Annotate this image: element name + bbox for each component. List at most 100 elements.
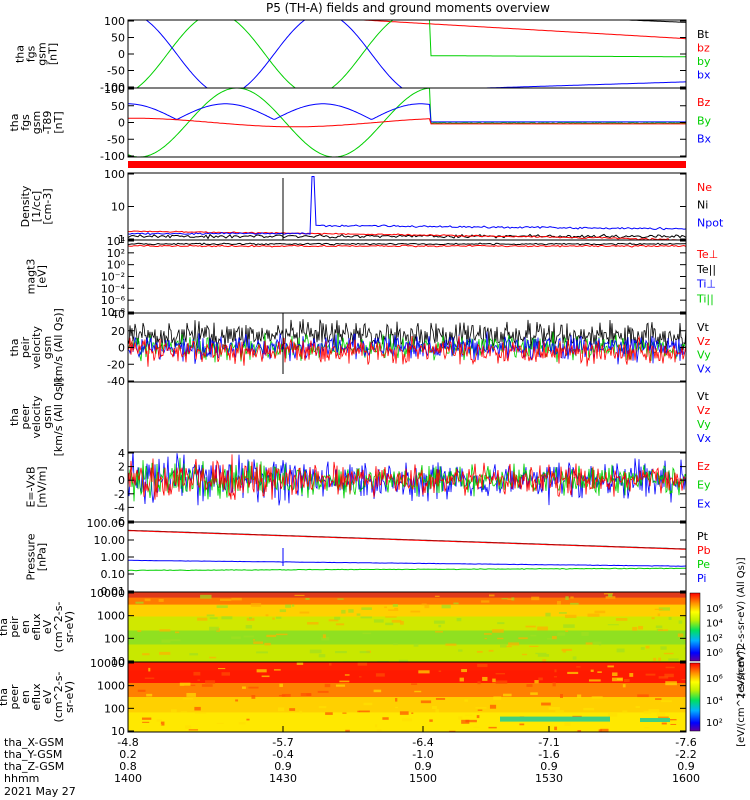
xrow-label: tha_X-GSM <box>4 736 64 749</box>
heatmap-cell <box>394 607 399 610</box>
ylabel-line: peir <box>19 336 32 358</box>
ylabel-line: eV <box>41 689 54 704</box>
ylabel-line: [mV/m] <box>36 466 49 507</box>
ylabel-line: E=-VxB <box>25 466 38 507</box>
heatmap-cell <box>299 611 310 614</box>
heatmap-cell <box>231 597 242 601</box>
legend-Vz: Vz <box>697 335 711 348</box>
heatmap-cell <box>534 680 539 684</box>
heatmap-cell <box>266 634 277 638</box>
legend-Vy: Vy <box>697 418 711 431</box>
line-Ered <box>128 454 686 500</box>
heatmap-cell <box>506 645 512 648</box>
xrow-value: -7.1 <box>538 736 559 749</box>
heatmap-cell <box>420 700 432 704</box>
heatmap-cell <box>248 617 252 620</box>
heatmap-cell <box>603 593 614 595</box>
heatmap-cell <box>248 686 259 689</box>
line-Ni <box>128 233 686 240</box>
colorbar-tick: 10⁰ <box>706 648 723 659</box>
heatmap-feature <box>640 718 670 722</box>
ytick-label: 0 <box>118 474 125 487</box>
heatmap-cell <box>643 710 652 714</box>
ylabel-line: -T89 <box>41 111 54 135</box>
heatmap-cell <box>488 726 497 729</box>
heatmap-cell <box>489 704 497 709</box>
heatmap-cell <box>251 695 256 699</box>
ylabel-line: tha <box>8 408 21 426</box>
panel-fgs-gsm-t89: 100 50 0 -50 -100 thafgsgsm-T89[nT] Bz By Bx <box>8 83 712 163</box>
heatmap-cell <box>281 693 291 697</box>
heatmap-cell <box>653 657 657 662</box>
ylabel-line: peer <box>19 404 32 430</box>
xrow-value: 0.9 <box>677 760 695 773</box>
heatmap-cell <box>570 602 579 605</box>
date-label: 2021 May 27 <box>4 785 76 798</box>
ylabel-line: gsm <box>36 42 49 65</box>
panel-frame <box>127 661 687 733</box>
heatmap-cell <box>189 653 199 656</box>
heatmap-cell <box>521 653 528 656</box>
heatmap-cell <box>530 692 538 695</box>
ylabel: Density[1/cc][cm-3] <box>19 185 54 227</box>
heatmap-cell <box>216 722 224 725</box>
heatmap-cell <box>144 677 155 679</box>
heatmap-cell <box>243 635 254 638</box>
legend-Bx: Bx <box>697 133 712 146</box>
ylabel-line: eV <box>41 619 54 634</box>
heatmap-cell <box>206 614 215 617</box>
heatmap-cell <box>668 658 679 661</box>
heatmap-cell <box>664 673 674 678</box>
heatmap-cell <box>221 672 231 676</box>
heatmap-cell <box>188 729 199 731</box>
heatmap-cell <box>186 692 196 697</box>
panel-frame <box>127 239 687 314</box>
legend-Pb: Pb <box>697 544 711 557</box>
colorbar-label: [eV/(cm^2-s-sr-eV)] <box>736 647 747 747</box>
heatmap-cell <box>598 729 602 732</box>
heatmap-cell <box>309 649 322 654</box>
ytick-label: -20 <box>107 358 125 371</box>
xrow-value: -6.4 <box>412 736 433 749</box>
ytick-label: 100 <box>104 168 125 181</box>
heatmap-cell <box>637 694 649 698</box>
heatmap-cell <box>665 666 675 669</box>
heatmap-cell <box>535 652 547 655</box>
ylabel: magt3[eV] <box>25 259 49 295</box>
ytick-label: -100 <box>100 81 125 94</box>
heatmap-cell <box>567 671 579 675</box>
ylabel-line: [nPa] <box>36 543 49 571</box>
xrow-value: 1530 <box>535 772 563 785</box>
ytick-label: -2 <box>114 488 125 501</box>
heatmap-band <box>128 697 686 713</box>
heatmap-cell <box>583 707 595 711</box>
xrow-value: 0.9 <box>540 760 558 773</box>
ytick-label: 10⁻⁶ <box>101 294 126 307</box>
heatmap-cell <box>661 722 667 725</box>
xrow-value: -1.0 <box>412 748 433 761</box>
heatmap-cell <box>146 693 153 697</box>
heatmap-cell <box>557 632 566 636</box>
heatmap-cell <box>334 616 341 620</box>
heatmap-cell <box>388 609 399 611</box>
heatmap-cell <box>507 598 513 600</box>
heatmap-cell <box>137 630 142 633</box>
heatmap-cell <box>558 612 567 614</box>
heatmap-cell <box>577 730 582 732</box>
heatmap-cell <box>250 602 262 607</box>
legend-Bz: Bz <box>697 96 711 109</box>
legend-by: by <box>697 55 711 68</box>
legend-Vt: Vt <box>697 390 710 403</box>
heatmap-cell <box>216 605 228 608</box>
xrow-label: hhmm <box>4 772 39 785</box>
heatmap-cell <box>616 648 625 653</box>
heatmap-cell <box>477 681 481 685</box>
heatmap-cell <box>476 650 483 653</box>
heatmap-cell <box>325 712 333 715</box>
heatmap-cell <box>500 643 507 648</box>
heatmap-cell <box>581 631 589 636</box>
heatmap-cell <box>622 684 626 688</box>
heatmap-feature <box>500 716 610 722</box>
heatmap-cell <box>348 609 354 613</box>
legend-Vy: Vy <box>697 349 711 362</box>
